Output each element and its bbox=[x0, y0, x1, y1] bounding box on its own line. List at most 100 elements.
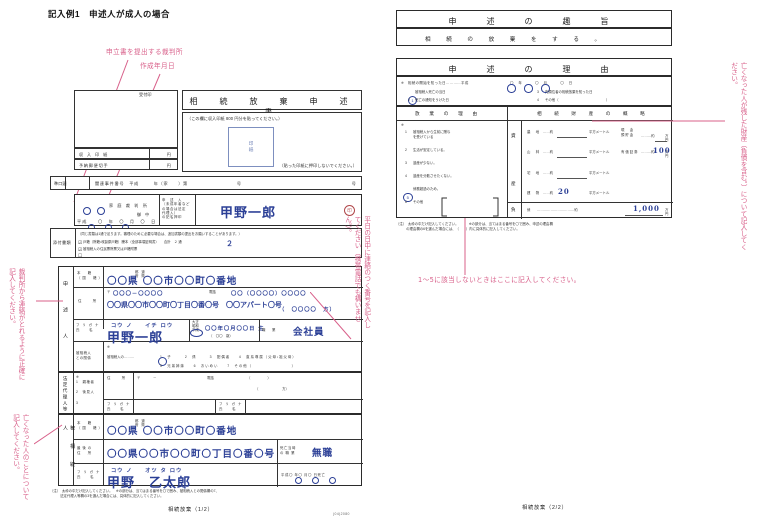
receipt-box bbox=[74, 90, 178, 148]
applicant-relation-option-1[interactable]: 5 兄弟姉妹 6 おいめい 7 その他（ ） bbox=[160, 364, 296, 368]
knew-option-1[interactable]: 死亡の通知をうけた日 bbox=[415, 98, 449, 102]
asset-row-2-dots: ……約 bbox=[543, 171, 554, 175]
reason-property-block: 放 棄 の 理 由 相 続 財 産 の 概 略 ※ 1 被相続人から生前に贈与 … bbox=[396, 106, 673, 219]
asset-row-0-blank[interactable] bbox=[557, 130, 587, 138]
applicant-address-value: 〇〇県〇〇市〇〇町〇丁目〇番〇号 〇〇アパート〇号 bbox=[107, 300, 282, 309]
legal-rep-postal-prefix: 〒 bbox=[137, 376, 141, 380]
asset-right-1-unit: 万円 bbox=[665, 150, 669, 159]
asset-right-1-dots: ………約 bbox=[641, 150, 655, 154]
knew-option-0-number: 1 bbox=[408, 95, 417, 105]
applicant-birth-value: 〇〇年〇月〇〇日 生 bbox=[205, 326, 265, 332]
applicant-address-label: 住 所 bbox=[78, 299, 101, 303]
deceased-honseki-value: 〇〇県 〇〇市〇〇町〇番地 bbox=[107, 426, 238, 437]
fee-row-1: 予納郵便切手 円 bbox=[74, 159, 178, 170]
right-page-note: （注） 太枠の中だけ記入してください。 ※の部分は、当てはまる番号を〇で囲み、申… bbox=[396, 222, 553, 232]
deceased-last-address-value: 〇〇県〇〇市〇〇町〇丁目〇番〇号 bbox=[107, 449, 276, 460]
applicant-postal-value: 〇〇〇－〇〇〇〇 bbox=[113, 291, 164, 297]
legal-rep-furigana-label: フ リ ガ ナ 氏 名 bbox=[107, 402, 131, 412]
asset-right-1-name: 有価証券 bbox=[621, 150, 639, 154]
applicant-relation-option-0[interactable]: 1 子 2 孫 3 配偶者 4 直系尊属（父母・祖父母） bbox=[160, 355, 297, 359]
asset-row-0-dots: ……約 bbox=[543, 130, 554, 134]
left-page-footer: 相続放棄（1/2） bbox=[168, 507, 214, 513]
annotation-leader-deceased bbox=[34, 424, 63, 445]
fee-row-0: 収 入 印 紙 円 bbox=[74, 148, 178, 159]
attachment-check-2[interactable]: ☐ bbox=[78, 253, 82, 258]
annotation-court: 申立書を提出する裁判所 bbox=[106, 48, 183, 56]
form-title-box: 相 続 放 棄 申 述 書 bbox=[182, 90, 363, 117]
attachment-count: ２ bbox=[226, 239, 234, 248]
reason-option-4[interactable]: 債務超過のため。 bbox=[413, 187, 441, 191]
knew-option-2[interactable]: 先順位者の相続放棄を知った日 bbox=[545, 90, 593, 94]
reason-option-2-number: 3 bbox=[405, 161, 407, 165]
page-title: 記入例1 申述人が成人の場合 bbox=[48, 9, 170, 19]
reason-option-5[interactable]: その他 bbox=[413, 200, 424, 204]
case-number-strip: 準口頭 関連事件番号 平成 年（家 ）第 号 号 bbox=[50, 176, 362, 190]
reason-option-3[interactable]: 遺産を分散させたくない。 bbox=[413, 174, 454, 178]
reason-option-0-number: 1 bbox=[405, 130, 407, 134]
reason-marker: ※ bbox=[401, 123, 404, 127]
asset-row-1-name: 山 林 bbox=[527, 150, 541, 154]
annotation-phone: 平日の日中に連絡のつく番号を記入してください（携帯電話でも構いません。）。 bbox=[343, 216, 371, 329]
court-signature-row: 家 庭 裁 判 所 御 中 平成 〇 年 〇 月 〇 日 申 述 人 （未成年者… bbox=[74, 194, 362, 231]
asset-row-0-name: 農 地 bbox=[527, 130, 541, 134]
form-code: (04)2080 bbox=[333, 512, 350, 516]
deceased-section-label: 被 相 続 人 bbox=[62, 425, 75, 473]
knew-option-1-number: 2 bbox=[408, 98, 410, 102]
fee-row-0-label: 収 入 印 紙 bbox=[79, 152, 109, 157]
stamp-area-note: （この欄に収入印紙 800 円分を貼ってください。） bbox=[187, 116, 283, 121]
debt-label: 負 bbox=[511, 207, 517, 212]
property-col-header: 相 続 財 産 の 概 略 bbox=[537, 111, 649, 116]
attachment-check-0[interactable]: ☑ bbox=[78, 240, 82, 245]
asset-row-2-blank[interactable] bbox=[557, 171, 587, 179]
court-date-line: 平成 〇 年 〇 月 〇 日 bbox=[77, 219, 157, 224]
asset-row-3-dots: ……約 bbox=[543, 191, 554, 195]
reason-header-box: 申 述 の 理 由 bbox=[396, 58, 672, 76]
attachments-label: 添付書類 bbox=[53, 240, 71, 245]
right-page-footer: 相続放棄（2/2） bbox=[522, 505, 568, 511]
reason-option-1-number: 2 bbox=[405, 148, 407, 152]
fee-row-1-label: 予納郵便切手 bbox=[79, 163, 109, 168]
knew-date-block: ※ 相続の開始を知った日…………平成 〇年 〇月 〇日 被相続人死亡の当日 1 … bbox=[396, 76, 672, 106]
reason-option-3-number: 4 bbox=[405, 174, 407, 178]
applicant-section-label: 申 述 人 bbox=[62, 281, 68, 346]
legal-rep-dash: － bbox=[153, 376, 157, 380]
applicant-furigana-label: フ リ ガ ナ 氏 名 bbox=[76, 323, 100, 333]
applicant-tel-label: 電話 bbox=[209, 290, 216, 294]
debt-row-name: 債 bbox=[527, 208, 532, 212]
asset-row-0-unit: 平方メートル bbox=[589, 130, 610, 134]
applicant-age-value: （ 〇〇 歳） bbox=[209, 334, 233, 338]
deceased-death-date: 平成〇 年〇 月〇 日死亡 bbox=[281, 473, 326, 477]
case-number-unit: 号 bbox=[351, 181, 356, 186]
fee-row-1-value: 円 bbox=[166, 163, 171, 168]
knew-option-0[interactable]: 被相続人死亡の当日 bbox=[415, 90, 446, 94]
debt-row-dots: ……………………………約 bbox=[537, 208, 578, 212]
reason-option-1[interactable]: 生活が安定している。 bbox=[413, 148, 447, 152]
purpose-header-box: 申 述 の 趣 旨 bbox=[396, 10, 672, 28]
deceased-honseki-label: 本 籍 （国 籍） bbox=[77, 421, 104, 430]
applicant-relation-marker: ※ bbox=[107, 345, 110, 349]
reason-option-2[interactable]: 遺産が少ない。 bbox=[413, 161, 437, 165]
asset-row-1-blank[interactable] bbox=[557, 150, 587, 158]
deceased-job-value: 無職 bbox=[312, 448, 334, 459]
applicant-job-label: 職 業 bbox=[262, 328, 277, 332]
attachment-item-1: 被相続人の住民票除票又は戸籍附票 bbox=[83, 247, 138, 251]
legal-rep-type-options[interactable]: ※ 1 親権者 2 後見人 3 bbox=[76, 375, 95, 405]
deceased-last-address-label: 最後の 住 所 bbox=[77, 446, 94, 456]
deceased-job-label: 死亡当時 の 職 業 bbox=[280, 446, 296, 456]
knew-date-label: ※ 相続の開始を知った日…………平成 bbox=[401, 81, 469, 85]
reason-option-0[interactable]: 被相続人から生前に贈与 を受けている bbox=[413, 130, 451, 140]
stamp-area-warning: （貼った印紙に押印しないでください。） bbox=[279, 162, 357, 168]
reason-header: 申 述 の 理 由 bbox=[448, 65, 620, 74]
attachments-row: 添付書類 （同じ書類は1通で足ります。審理のために必要な場合は、追加書類の提出を… bbox=[50, 228, 362, 258]
signature-seal: 印 bbox=[344, 205, 355, 216]
asset-right-0-blank[interactable] bbox=[655, 134, 667, 142]
knew-option-3[interactable]: その他（ ） bbox=[545, 98, 610, 102]
purpose-text: 相 続 の 放 棄 を す る 。 bbox=[425, 37, 606, 43]
annotation-deceased: 亡くなった人のことについて記入してください。 bbox=[11, 414, 30, 500]
court-sub-label: 御 中 bbox=[137, 212, 151, 217]
attachment-check-1[interactable]: ☑ bbox=[78, 247, 82, 252]
related-case-label: 関連事件番号 平成 年（家 ）第 号 bbox=[95, 181, 242, 186]
annotation-applicant-contact: 裁判所から連絡がとれるように正確に記入してください。 bbox=[7, 268, 26, 381]
left-page-note: （注） 太枠の中だけ記入してください。 ※の部分は、当てはまる番号を〇で囲み、被… bbox=[50, 489, 219, 499]
reason-option-4-number: 5 bbox=[403, 192, 413, 202]
